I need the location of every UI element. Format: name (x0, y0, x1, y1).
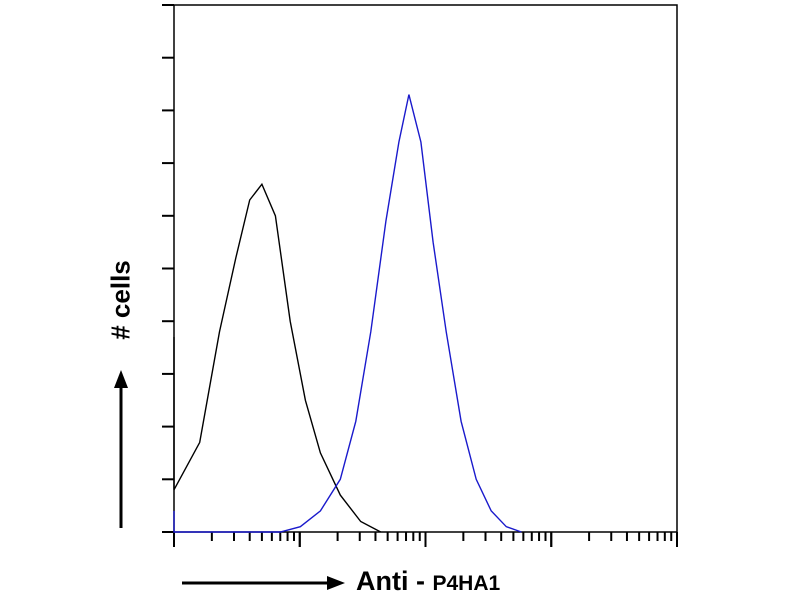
x-arrow-head-icon (327, 576, 345, 590)
x-ticks (173, 532, 678, 547)
plot-frame (173, 4, 678, 533)
series-group (173, 94, 522, 533)
x-axis-label: Anti - P4HA1 (356, 566, 500, 597)
y-axis-label: # cells (105, 260, 136, 340)
series-line-0 (173, 182, 382, 533)
series-line-1 (173, 94, 522, 533)
y-arrow-head-icon (114, 370, 128, 388)
y-ticks (162, 4, 174, 533)
x-axis-label-target: P4HA1 (432, 572, 501, 595)
x-axis-label-main: Anti - (356, 566, 433, 596)
